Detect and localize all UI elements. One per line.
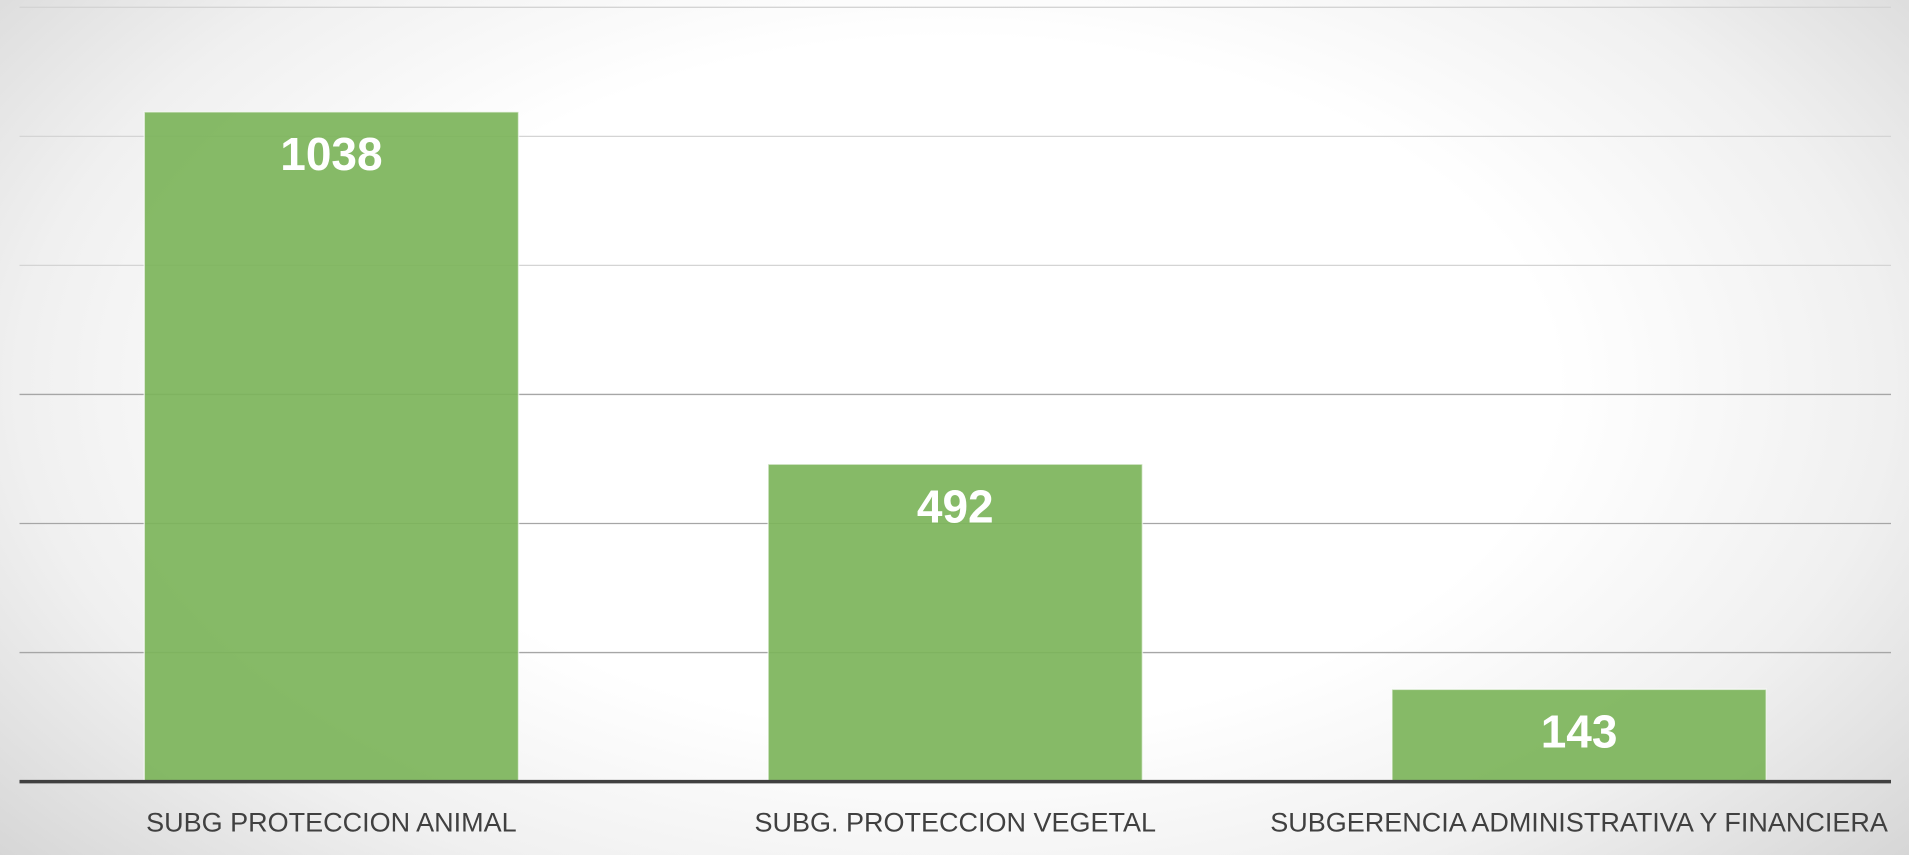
x-tick-label: SUBG PROTECCION ANIMAL [146, 808, 517, 838]
x-tick-label: SUBGERENCIA ADMINISTRATIVA Y FINANCIERA [1270, 808, 1888, 838]
bar [1391, 688, 1767, 783]
bar [143, 111, 520, 783]
bar [767, 463, 1144, 783]
x-tick-label: SUBG. PROTECCION VEGETAL [754, 808, 1156, 838]
data-label: 492 [917, 480, 994, 532]
data-label: 143 [1541, 705, 1618, 757]
data-label: 1038 [280, 128, 382, 180]
